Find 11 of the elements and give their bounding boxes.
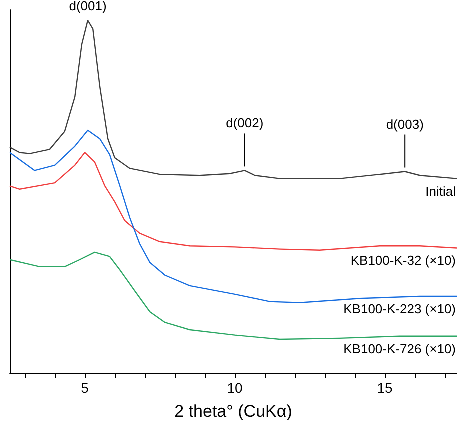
x-tick-label: 5 xyxy=(81,380,90,396)
series-label: KB100-K-32 (×10) xyxy=(350,253,456,268)
x-tick-label: 10 xyxy=(227,380,243,396)
series-label: KB100-K-223 (×10) xyxy=(344,302,456,317)
annotation: d(003) xyxy=(386,116,424,132)
annotation: d(002) xyxy=(226,116,264,131)
annotation: d(001) xyxy=(69,0,107,14)
series-label: Initial xyxy=(426,184,456,199)
x-tick-label: 15 xyxy=(377,380,393,396)
series-label: KB100-K-726 (×10) xyxy=(344,341,456,356)
x-axis-title: 2 theta° (CuKα) xyxy=(174,402,292,421)
